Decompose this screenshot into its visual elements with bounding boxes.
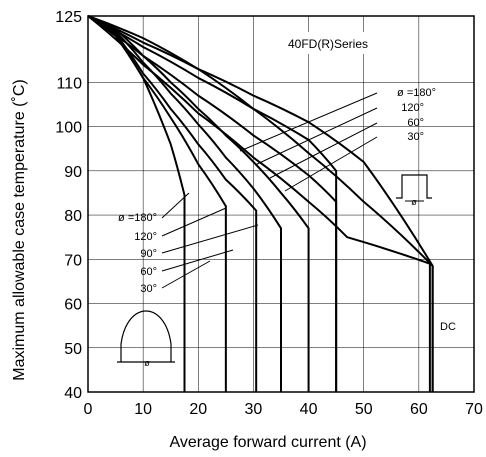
curve-1-30 (87, 15, 434, 392)
leader-line (254, 107, 378, 166)
x-tick-label: 0 (84, 401, 93, 418)
x-axis-label: Average forward current (A) (169, 434, 366, 451)
tick-labels: 0 10 20 30 40 50 60 70 40 50 60 70 80 90 100 110 125 (55, 9, 483, 418)
series-box-background (274, 32, 384, 54)
leader-line (161, 192, 190, 219)
half-sine-angle-symbol: ø (144, 358, 150, 368)
series-title: 40FD(R)Series (288, 37, 368, 51)
y-tick-label: 80 (64, 208, 82, 225)
rectangular-wave-icon (396, 174, 432, 199)
y-tick-label: 70 (64, 252, 82, 269)
leader-line (161, 249, 234, 272)
rect-angle-label: 30° (407, 131, 424, 143)
rectangular-angle-symbol: ø (411, 197, 417, 207)
curve-labels: ø =180° 120° 90° 60° 30° ø =180° 120° 60° 30° (118, 87, 436, 295)
series-box: 40FD(R)Series (274, 32, 384, 54)
leader-lines (161, 92, 378, 289)
y-tick-label: 90 (64, 164, 82, 181)
curves (87, 15, 434, 392)
half-sine-angle-label: ø =180° (118, 212, 157, 224)
half-sine-angle-label: 90° (140, 248, 157, 260)
y-tick-label: 50 (64, 341, 82, 358)
x-tick-label: 40 (300, 401, 318, 418)
x-tick-label: 20 (189, 401, 207, 418)
y-tick-label: 125 (55, 9, 82, 26)
rectangular-wave-symbol: ø (396, 174, 432, 207)
x-tick-label: 50 (355, 401, 373, 418)
x-tick-label: 30 (245, 401, 263, 418)
half-sine-wave-icon (120, 310, 172, 362)
rect-angle-label: ø =180° (397, 87, 436, 99)
grid (88, 16, 474, 392)
y-tick-label: 60 (64, 297, 82, 314)
x-tick-label: 60 (410, 401, 428, 418)
rect-angle-label: 60° (407, 117, 424, 129)
half-sine-angle-label: 120° (134, 231, 157, 243)
curve-0-60 (87, 15, 282, 392)
leader-line (284, 136, 378, 192)
dc-label: DC (440, 321, 456, 333)
half-sine-wave-symbol: ø (117, 310, 175, 368)
half-sine-angle-label: 30° (140, 283, 157, 295)
curve-2-DC (87, 15, 434, 392)
leader-line (161, 260, 211, 289)
x-tick-label: 10 (134, 401, 152, 418)
curve-1-120 (87, 15, 338, 392)
y-axis-label: Maximum allowable case temperature (˚C) (11, 79, 28, 380)
y-tick-label: 40 (64, 385, 82, 402)
curve-1-60 (87, 15, 338, 392)
leader-line (239, 92, 378, 152)
x-tick-label: 70 (465, 401, 483, 418)
rect-angle-label: 120° (401, 102, 424, 114)
half-sine-angle-label: 60° (140, 266, 157, 278)
leader-line (161, 224, 259, 254)
curve-1-180 (87, 15, 431, 392)
leader-line (269, 122, 378, 179)
y-tick-label: 110 (56, 75, 82, 92)
curve-0-30 (87, 15, 310, 392)
leader-line (161, 207, 227, 237)
y-tick-label: 100 (55, 120, 82, 137)
